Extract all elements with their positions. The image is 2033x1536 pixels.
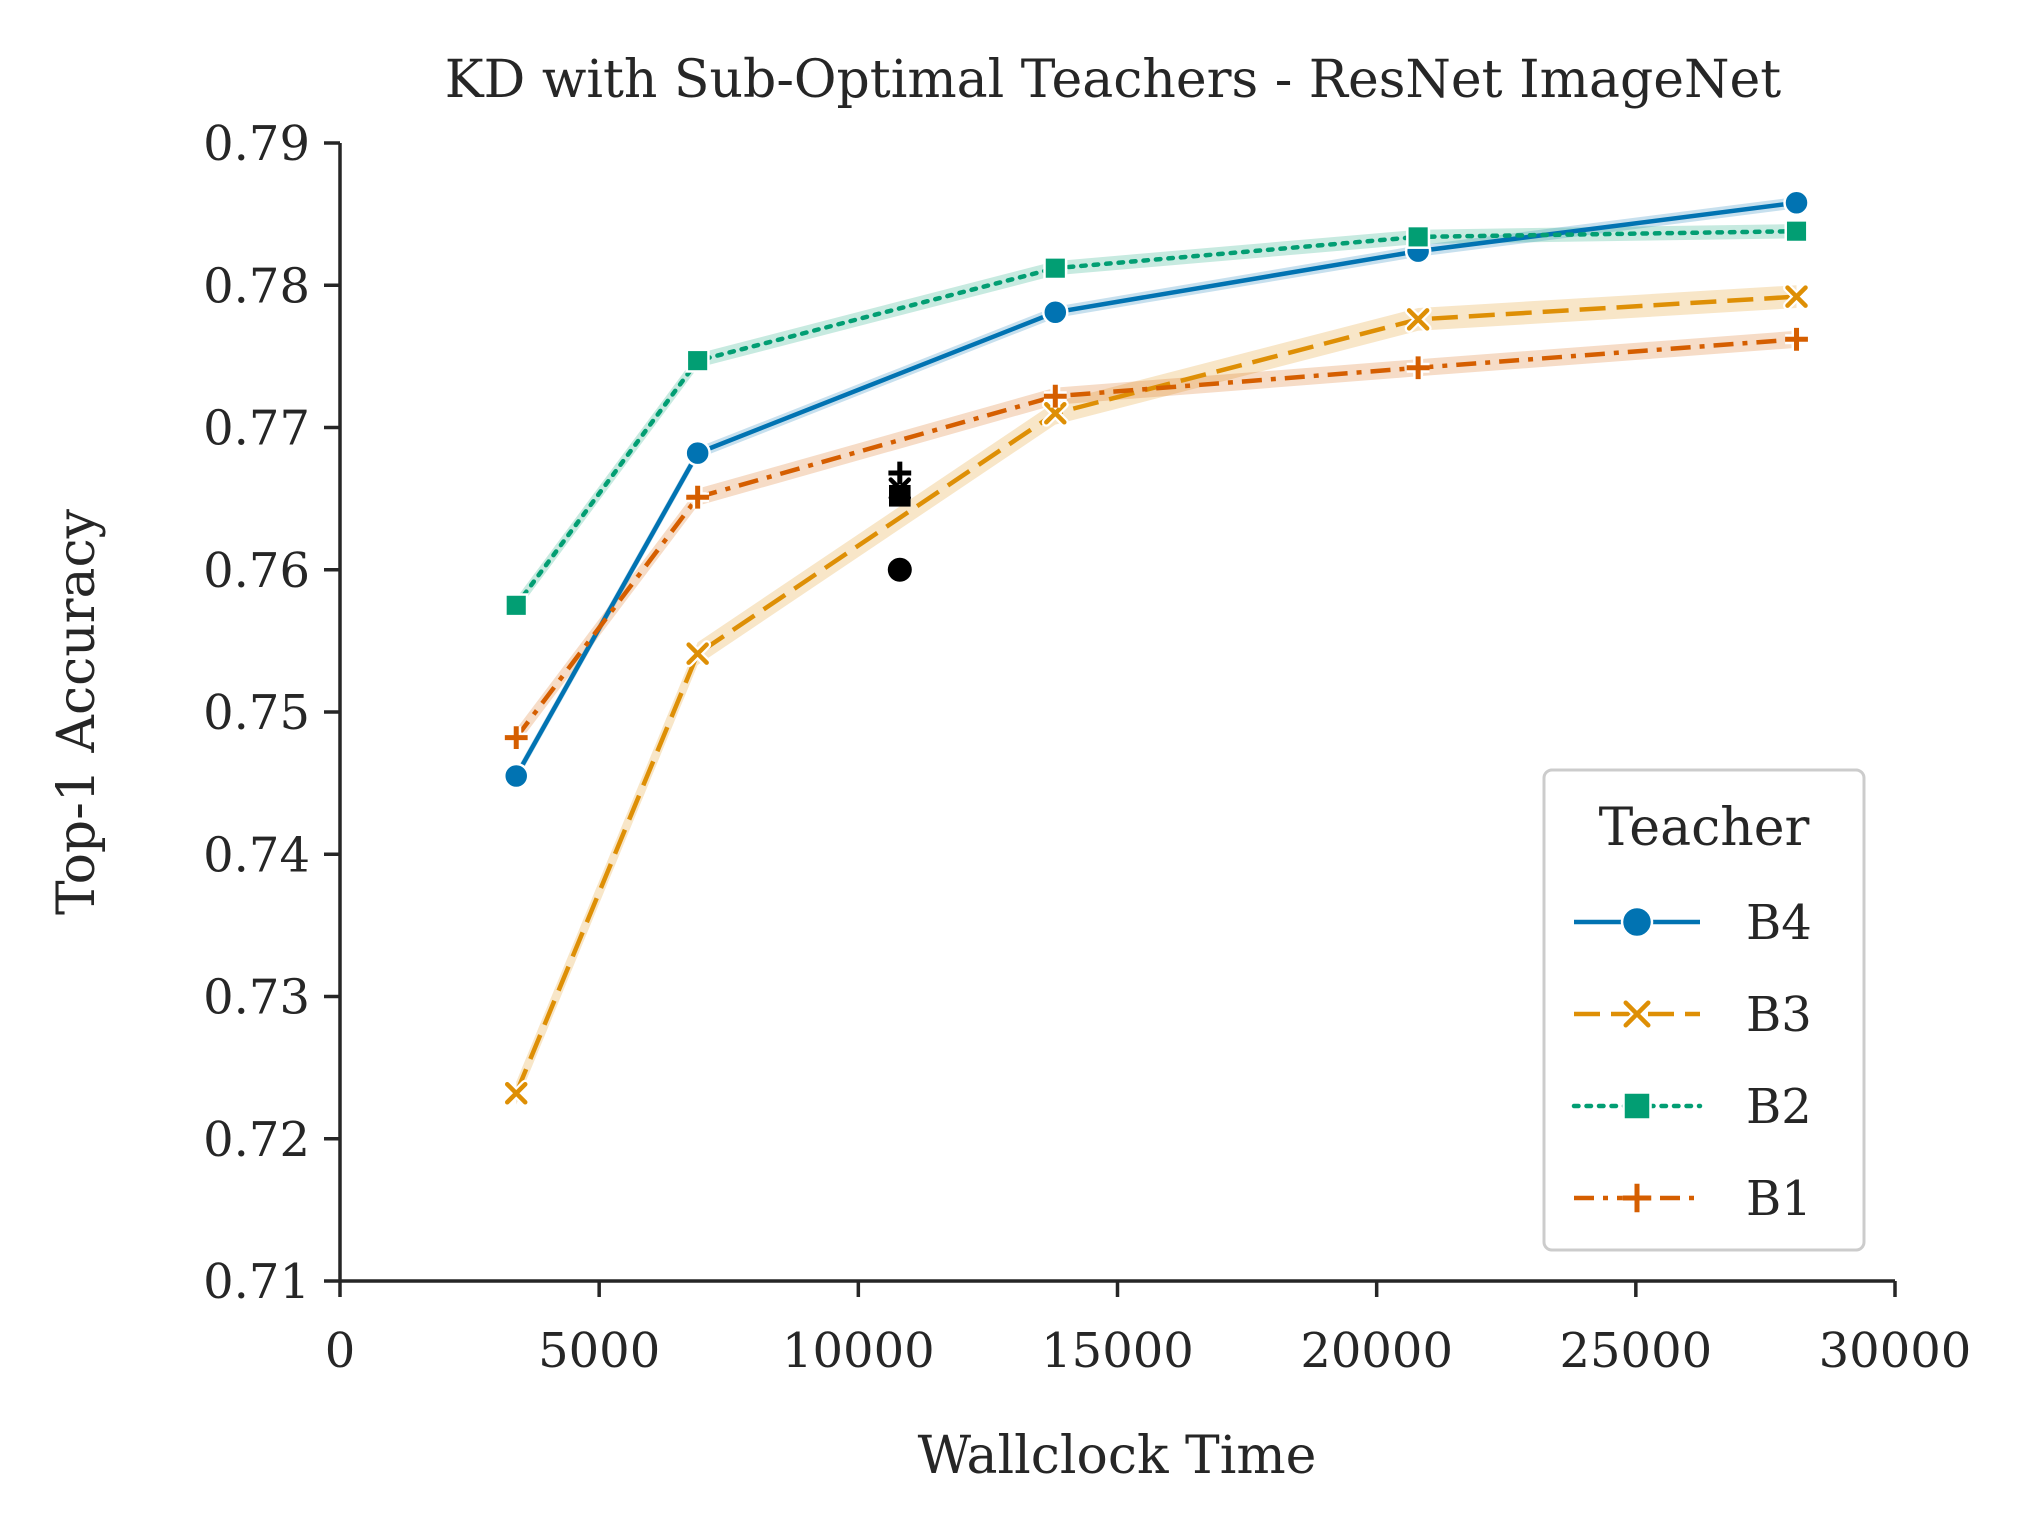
point-b3 bbox=[1406, 308, 1430, 331]
legend-label: B3 bbox=[1746, 987, 1812, 1043]
reference-point bbox=[889, 484, 911, 507]
point-b1 bbox=[1043, 384, 1067, 408]
point-b4 bbox=[502, 762, 530, 790]
y-axis-label: Top-1 Accuracy bbox=[47, 508, 107, 915]
x-axis-label: Wallclock Time bbox=[918, 1426, 1317, 1486]
y-tick-label: 0.77 bbox=[203, 401, 310, 457]
y-tick-label: 0.72 bbox=[203, 1112, 310, 1168]
legend-entry-b1: B1 bbox=[1574, 1171, 1812, 1227]
x-tick-label: 0 bbox=[325, 1323, 356, 1379]
point-b4 bbox=[684, 439, 711, 467]
y-tick-label: 0.79 bbox=[203, 116, 310, 172]
point-b2 bbox=[1784, 219, 1809, 244]
y-tick-label: 0.78 bbox=[203, 258, 310, 314]
legend-marker bbox=[1622, 1091, 1652, 1121]
point-b3 bbox=[504, 1081, 528, 1105]
legend-label: B2 bbox=[1746, 1079, 1812, 1135]
point-b4 bbox=[1042, 299, 1069, 326]
point-b1 bbox=[1406, 356, 1430, 380]
x-tick-label: 5000 bbox=[538, 1323, 660, 1379]
legend-entry-b3: B3 bbox=[1574, 987, 1812, 1043]
x-tick-label: 25000 bbox=[1559, 1323, 1712, 1379]
point-b3 bbox=[1044, 402, 1067, 425]
legend-entry-b4: B4 bbox=[1574, 895, 1812, 951]
reference-point bbox=[887, 557, 912, 582]
point-b2 bbox=[1043, 256, 1068, 281]
y-tick-label: 0.73 bbox=[203, 970, 310, 1026]
legend-label: B4 bbox=[1746, 895, 1812, 951]
legend-marker bbox=[1622, 1183, 1652, 1213]
reference-points bbox=[887, 461, 912, 582]
reference-point bbox=[888, 461, 912, 485]
x-tick-label: 30000 bbox=[1819, 1323, 1972, 1379]
point-b1 bbox=[504, 726, 528, 750]
point-b2 bbox=[685, 348, 710, 373]
y-tick-label: 0.75 bbox=[203, 685, 310, 741]
reference-point bbox=[888, 477, 912, 500]
legend-label: B1 bbox=[1746, 1171, 1812, 1227]
x-tick-label: 10000 bbox=[782, 1323, 935, 1379]
x-tick-label: 20000 bbox=[1300, 1323, 1453, 1379]
y-tick-label: 0.74 bbox=[203, 827, 310, 883]
y-tick-label: 0.71 bbox=[203, 1254, 310, 1310]
chart-title: KD with Sub-Optimal Teachers - ResNet Im… bbox=[445, 50, 1781, 110]
point-b1 bbox=[1785, 327, 1808, 351]
axes: 0 5000 10000 15000 20000 25000 30000 0.710.720… bbox=[203, 116, 1971, 1379]
band-b2 bbox=[516, 224, 1797, 613]
legend-marker bbox=[1620, 905, 1654, 939]
point-b3 bbox=[686, 642, 709, 665]
point-b4 bbox=[1783, 189, 1810, 216]
legend-title: Teacher bbox=[1599, 798, 1810, 858]
x-tick-label: 15000 bbox=[1041, 1323, 1194, 1379]
legend-entry-b2: B2 bbox=[1571, 1079, 1812, 1135]
confidence-bands bbox=[516, 197, 1797, 1105]
band-b1 bbox=[516, 330, 1797, 747]
legend-entries: B4 B3 B2 B1 bbox=[1571, 895, 1812, 1227]
line-b1 bbox=[514, 337, 1797, 739]
plot-area bbox=[502, 189, 1811, 1107]
x-ticks: 0 5000 10000 15000 20000 25000 30000 bbox=[325, 1281, 1972, 1379]
point-b1 bbox=[686, 485, 710, 509]
line-b2 bbox=[513, 228, 1799, 608]
legend-marker bbox=[1623, 1000, 1651, 1028]
legend: Teacher B4 B3 B2 B1 bbox=[1542, 768, 1866, 1252]
y-tick-label: 0.76 bbox=[203, 543, 310, 599]
point-b3 bbox=[1785, 285, 1808, 308]
point-b2 bbox=[1406, 224, 1431, 249]
y-ticks: 0.71 0.72 0.73 0.74 0.75 0.76 0.77 0.78 0.79 bbox=[203, 116, 340, 1310]
legend-frame bbox=[1542, 768, 1866, 1252]
series-markers bbox=[502, 189, 1811, 1107]
point-b2 bbox=[504, 593, 529, 618]
